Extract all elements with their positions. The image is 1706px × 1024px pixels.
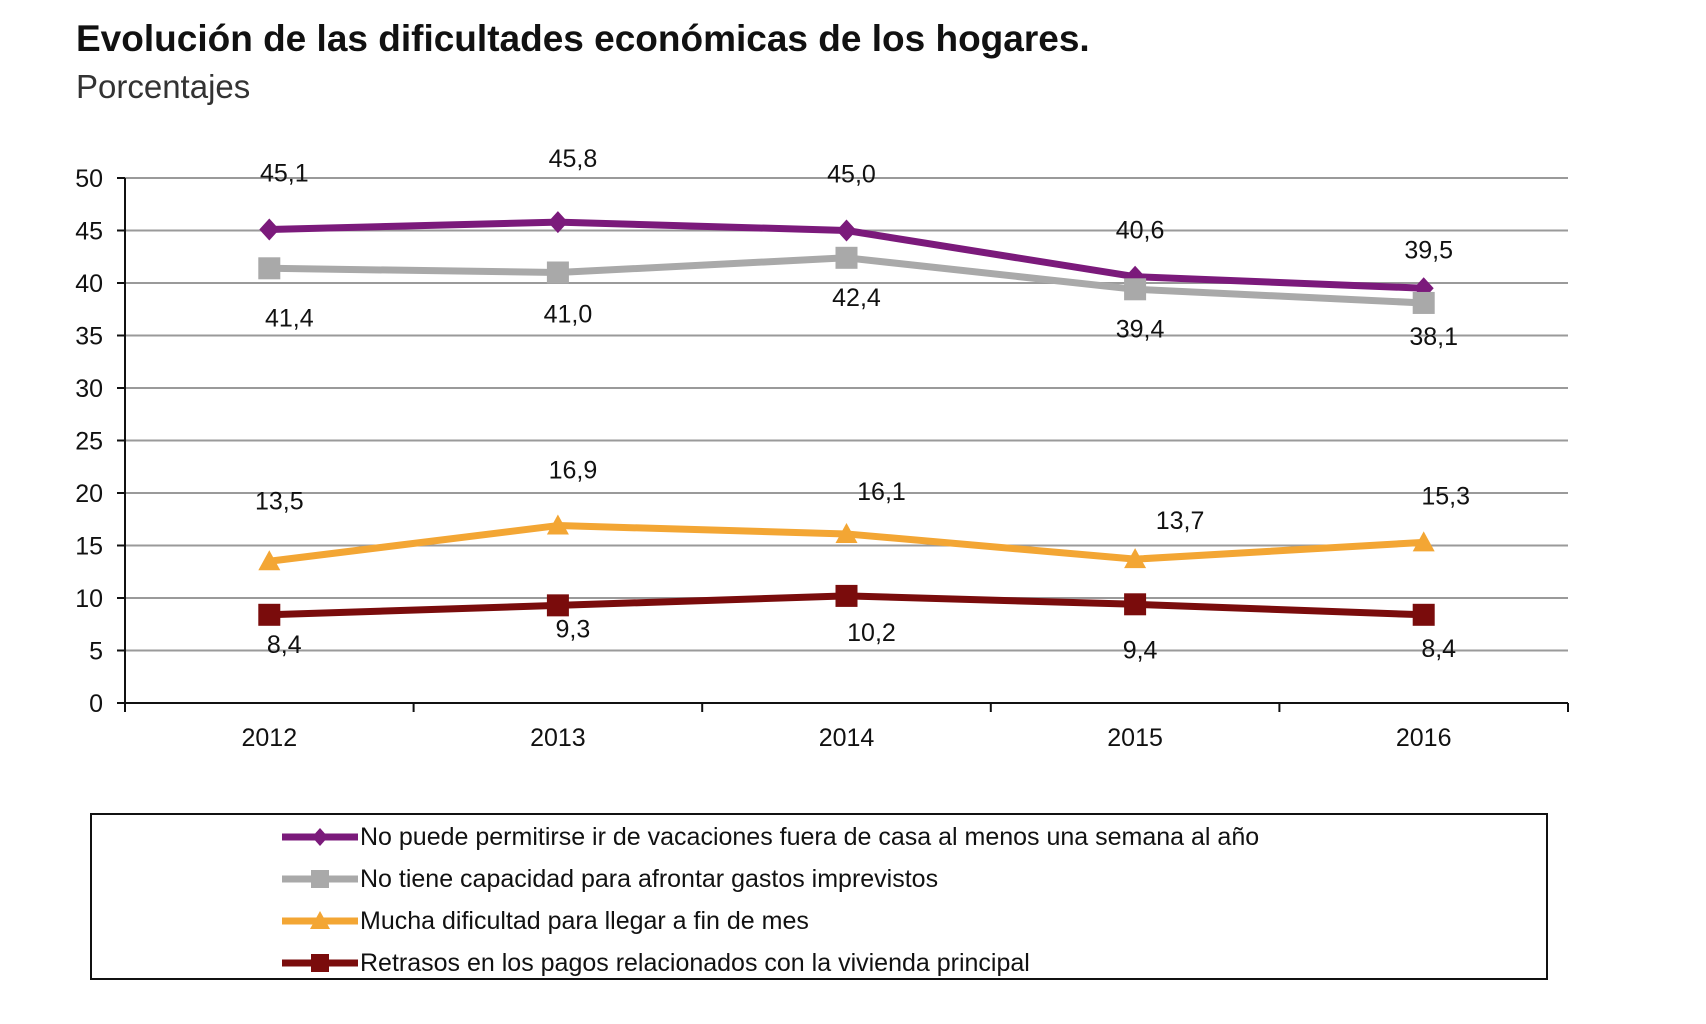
data-point-marker bbox=[1124, 548, 1147, 569]
data-label: 39,4 bbox=[1116, 315, 1165, 343]
chart-subtitle: Porcentajes bbox=[76, 68, 251, 105]
y-tick-label: 10 bbox=[75, 585, 103, 613]
legend-label: No puede permitirse ir de vacaciones fue… bbox=[360, 822, 1260, 851]
data-label: 39,5 bbox=[1404, 236, 1453, 264]
x-tick-label: 2012 bbox=[241, 724, 297, 752]
y-tick-label: 40 bbox=[75, 270, 103, 298]
y-tick-label: 35 bbox=[75, 323, 103, 351]
data-label: 45,0 bbox=[827, 161, 876, 189]
data-point-marker bbox=[1124, 278, 1147, 301]
legend-item: Mucha dificultad para llegar a fin de me… bbox=[280, 903, 809, 939]
data-label: 16,9 bbox=[549, 457, 598, 485]
x-tick-label: 2016 bbox=[1396, 724, 1452, 752]
data-label: 8,4 bbox=[267, 631, 302, 659]
legend-item: No tiene capacidad para afrontar gastos … bbox=[280, 861, 938, 897]
legend-swatch bbox=[282, 954, 358, 972]
legend-label: No tiene capacidad para afrontar gastos … bbox=[360, 864, 939, 893]
data-label: 8,4 bbox=[1421, 635, 1456, 663]
data-point-marker bbox=[258, 257, 281, 280]
data-label: 42,4 bbox=[832, 284, 881, 312]
data-point-marker bbox=[1412, 603, 1435, 626]
data-point-marker bbox=[835, 522, 858, 543]
data-label: 40,6 bbox=[1116, 217, 1165, 245]
data-label: 45,8 bbox=[549, 145, 598, 173]
data-label: 16,1 bbox=[857, 478, 906, 506]
data-label: 41,4 bbox=[265, 304, 314, 332]
legend-swatch bbox=[282, 870, 358, 888]
y-tick-label: 20 bbox=[75, 480, 103, 508]
data-point-marker bbox=[258, 550, 281, 571]
x-tick-label: 2015 bbox=[1107, 724, 1163, 752]
y-tick-label: 45 bbox=[75, 218, 103, 246]
data-label: 9,4 bbox=[1123, 636, 1158, 664]
legend-label: Mucha dificultad para llegar a fin de me… bbox=[360, 906, 809, 935]
legend: No puede permitirse ir de vacaciones fue… bbox=[90, 813, 1548, 980]
legend-item: Retrasos en los pagos relacionados con l… bbox=[280, 945, 1030, 981]
data-label: 15,3 bbox=[1421, 482, 1470, 510]
legend-label: Retrasos en los pagos relacionados con l… bbox=[360, 948, 1030, 977]
y-tick-label: 0 bbox=[89, 690, 103, 718]
x-tick-label: 2013 bbox=[530, 724, 586, 752]
y-tick-label: 50 bbox=[75, 165, 103, 193]
line-chart: 0 5 10 15 20 25 30 35 40 45 50 2012 2013 2014 2015 2016… bbox=[75, 145, 1569, 752]
data-label: 10,2 bbox=[847, 619, 896, 647]
data-point-marker bbox=[258, 603, 281, 626]
data-point-marker bbox=[546, 514, 569, 535]
data-point-marker bbox=[836, 219, 857, 242]
y-tick-label: 15 bbox=[75, 533, 103, 561]
data-point-marker bbox=[546, 261, 569, 284]
legend-swatch bbox=[282, 911, 358, 929]
legend-item: No puede permitirse ir de vacaciones fue… bbox=[280, 819, 1259, 855]
legend-swatch bbox=[282, 828, 358, 846]
data-point-marker bbox=[259, 218, 280, 241]
data-label: 45,1 bbox=[260, 159, 309, 187]
data-point-marker bbox=[835, 584, 858, 607]
data-point-marker bbox=[835, 246, 858, 269]
data-label: 13,5 bbox=[255, 487, 304, 515]
data-label: 38,1 bbox=[1409, 323, 1458, 351]
y-tick-label: 25 bbox=[75, 428, 103, 456]
y-tick-label: 5 bbox=[89, 638, 103, 666]
data-point-marker bbox=[1124, 593, 1147, 616]
x-tick-label: 2014 bbox=[819, 724, 875, 752]
data-label: 9,3 bbox=[556, 615, 591, 643]
data-point-marker bbox=[547, 211, 568, 234]
data-label: 13,7 bbox=[1156, 507, 1205, 535]
data-point-marker bbox=[546, 594, 569, 617]
y-tick-label: 30 bbox=[75, 375, 103, 403]
data-label: 41,0 bbox=[544, 301, 593, 329]
chart-title: Evolución de las dificultades económicas… bbox=[76, 18, 1090, 59]
data-point-marker bbox=[1412, 531, 1435, 552]
data-point-marker bbox=[1412, 291, 1435, 314]
